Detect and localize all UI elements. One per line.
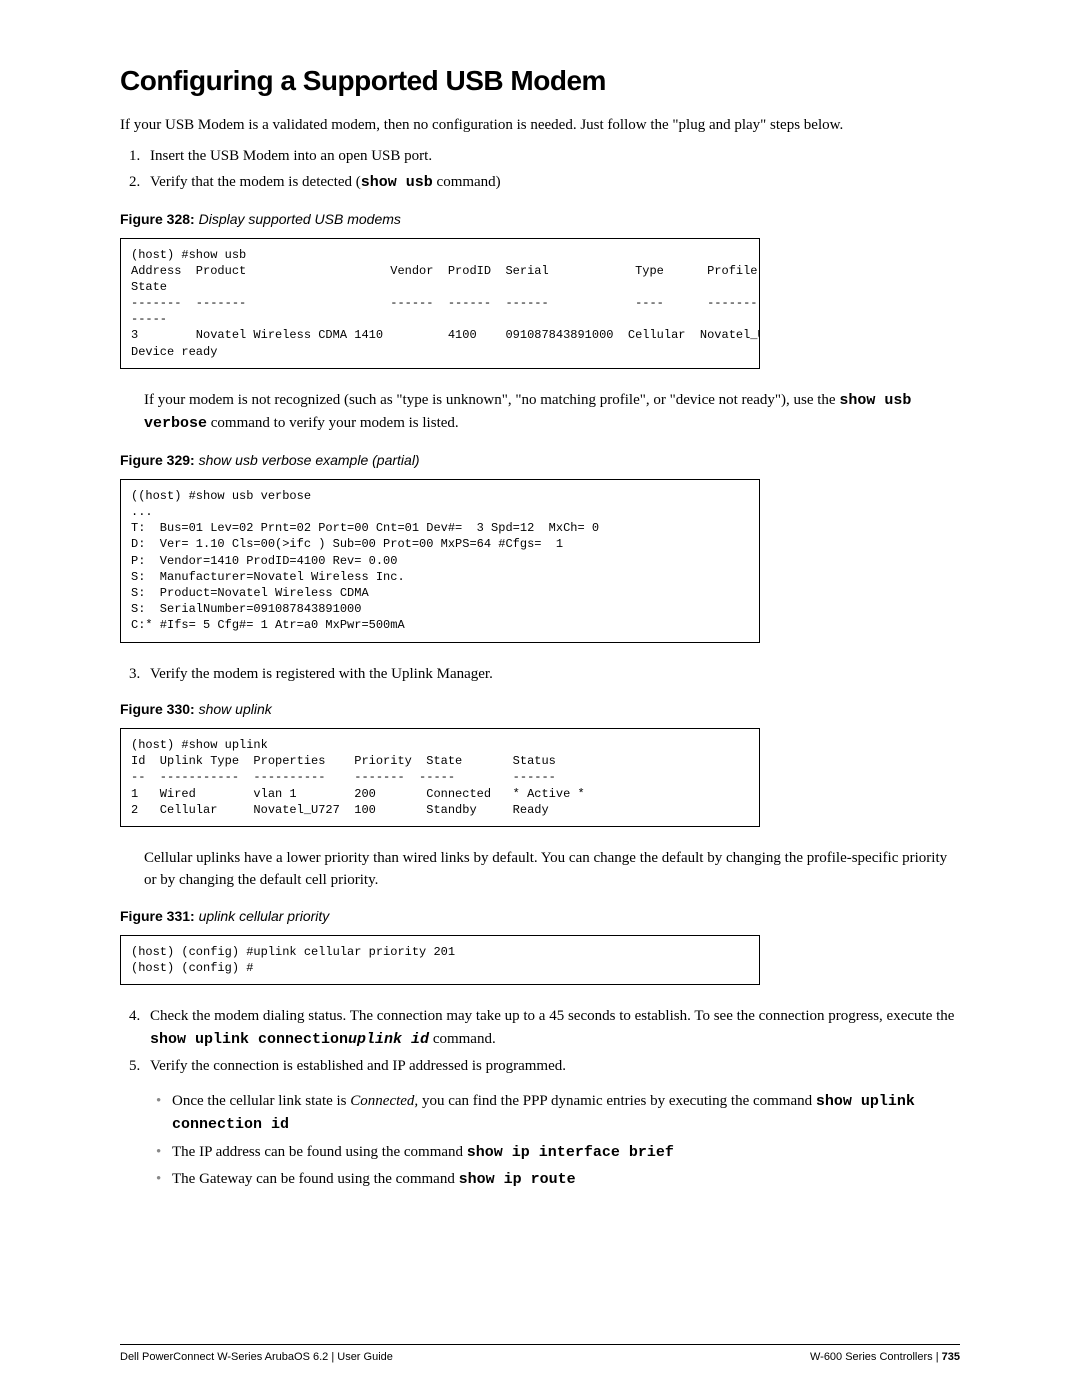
bullet-1: Once the cellular link state is Connecte… <box>156 1090 960 1137</box>
b1-ital: Connected, <box>350 1093 418 1109</box>
bullet-2: The IP address can be found using the co… <box>156 1141 960 1165</box>
step-4-cmd1: show uplink connection <box>150 1031 348 1048</box>
bullet-3: The Gateway can be found using the comma… <box>156 1168 960 1192</box>
b3-cmd: show ip route <box>459 1171 576 1188</box>
step-5: Verify the connection is established and… <box>144 1055 960 1078</box>
code-block-330: (host) #show uplink Id Uplink Type Prope… <box>120 728 760 827</box>
figure-331-label: Figure 331: <box>120 908 195 924</box>
figure-331-title: uplink cellular priority <box>199 908 330 924</box>
b1-text-a: Once the cellular link state is <box>172 1093 350 1109</box>
figure-330-title: show uplink <box>199 701 272 717</box>
b2-text-a: The IP address can be found using the co… <box>172 1144 467 1160</box>
footer-sep: | <box>933 1351 942 1363</box>
footer-left: Dell PowerConnect W-Series ArubaOS 6.2 |… <box>120 1351 393 1363</box>
figure-331-caption: Figure 331: uplink cellular priority <box>120 906 960 927</box>
priority-paragraph: Cellular uplinks have a lower priority t… <box>144 847 960 892</box>
code-block-329: ((host) #show usb verbose ... T: Bus=01 … <box>120 479 760 643</box>
footer-right: W-600 Series Controllers | 735 <box>810 1351 960 1363</box>
b2-cmd: show ip interface brief <box>467 1144 674 1161</box>
page-footer: Dell PowerConnect W-Series ArubaOS 6.2 |… <box>120 1344 960 1363</box>
code-block-331: (host) (config) #uplink cellular priorit… <box>120 935 760 985</box>
nr-text-b: command to verify your modem is listed. <box>207 415 459 431</box>
figure-329-label: Figure 329: <box>120 452 195 468</box>
page-title: Configuring a Supported USB Modem <box>120 60 960 102</box>
figure-329-title: show usb verbose example (partial) <box>199 452 420 468</box>
footer-page-number: 735 <box>942 1351 960 1363</box>
code-block-328: (host) #show usb Address Product Vendor … <box>120 238 760 369</box>
figure-330-caption: Figure 330: show uplink <box>120 699 960 720</box>
figure-328-title: Display supported USB modems <box>199 211 401 227</box>
nr-text-a: If your modem is not recognized (such as… <box>144 392 839 408</box>
step-4-text-a: Check the modem dialing status. The conn… <box>150 1008 954 1024</box>
page-content: Configuring a Supported USB Modem If you… <box>120 60 960 1192</box>
step-4: Check the modem dialing status. The conn… <box>144 1005 960 1051</box>
step-2: Verify that the modem is detected (show … <box>144 171 960 195</box>
step-1: Insert the USB Modem into an open USB po… <box>144 145 960 168</box>
figure-328-caption: Figure 328: Display supported USB modems <box>120 209 960 230</box>
step-4-text-b: command. <box>429 1031 496 1047</box>
figure-330-label: Figure 330: <box>120 701 195 717</box>
step-2-text-b: command) <box>433 174 501 190</box>
step-3: Verify the modem is registered with the … <box>144 663 960 686</box>
footer-section: W-600 Series Controllers <box>810 1351 933 1363</box>
bullet-list: Once the cellular link state is Connecte… <box>156 1090 960 1192</box>
step-4-cmd2: uplink id <box>348 1031 429 1048</box>
step-list-1: Insert the USB Modem into an open USB po… <box>144 145 960 195</box>
figure-328-label: Figure 328: <box>120 211 195 227</box>
step-list-3: Check the modem dialing status. The conn… <box>144 1005 960 1078</box>
step-2-text-a: Verify that the modem is detected ( <box>150 174 361 190</box>
step-list-2: Verify the modem is registered with the … <box>144 663 960 686</box>
b1-text-b: you can find the PPP dynamic entries by … <box>418 1093 816 1109</box>
figure-329-caption: Figure 329: show usb verbose example (pa… <box>120 450 960 471</box>
b3-text-a: The Gateway can be found using the comma… <box>172 1171 459 1187</box>
not-recognized-paragraph: If your modem is not recognized (such as… <box>144 389 960 436</box>
intro-paragraph: If your USB Modem is a validated modem, … <box>120 114 960 137</box>
step-2-cmd: show usb <box>361 174 433 191</box>
